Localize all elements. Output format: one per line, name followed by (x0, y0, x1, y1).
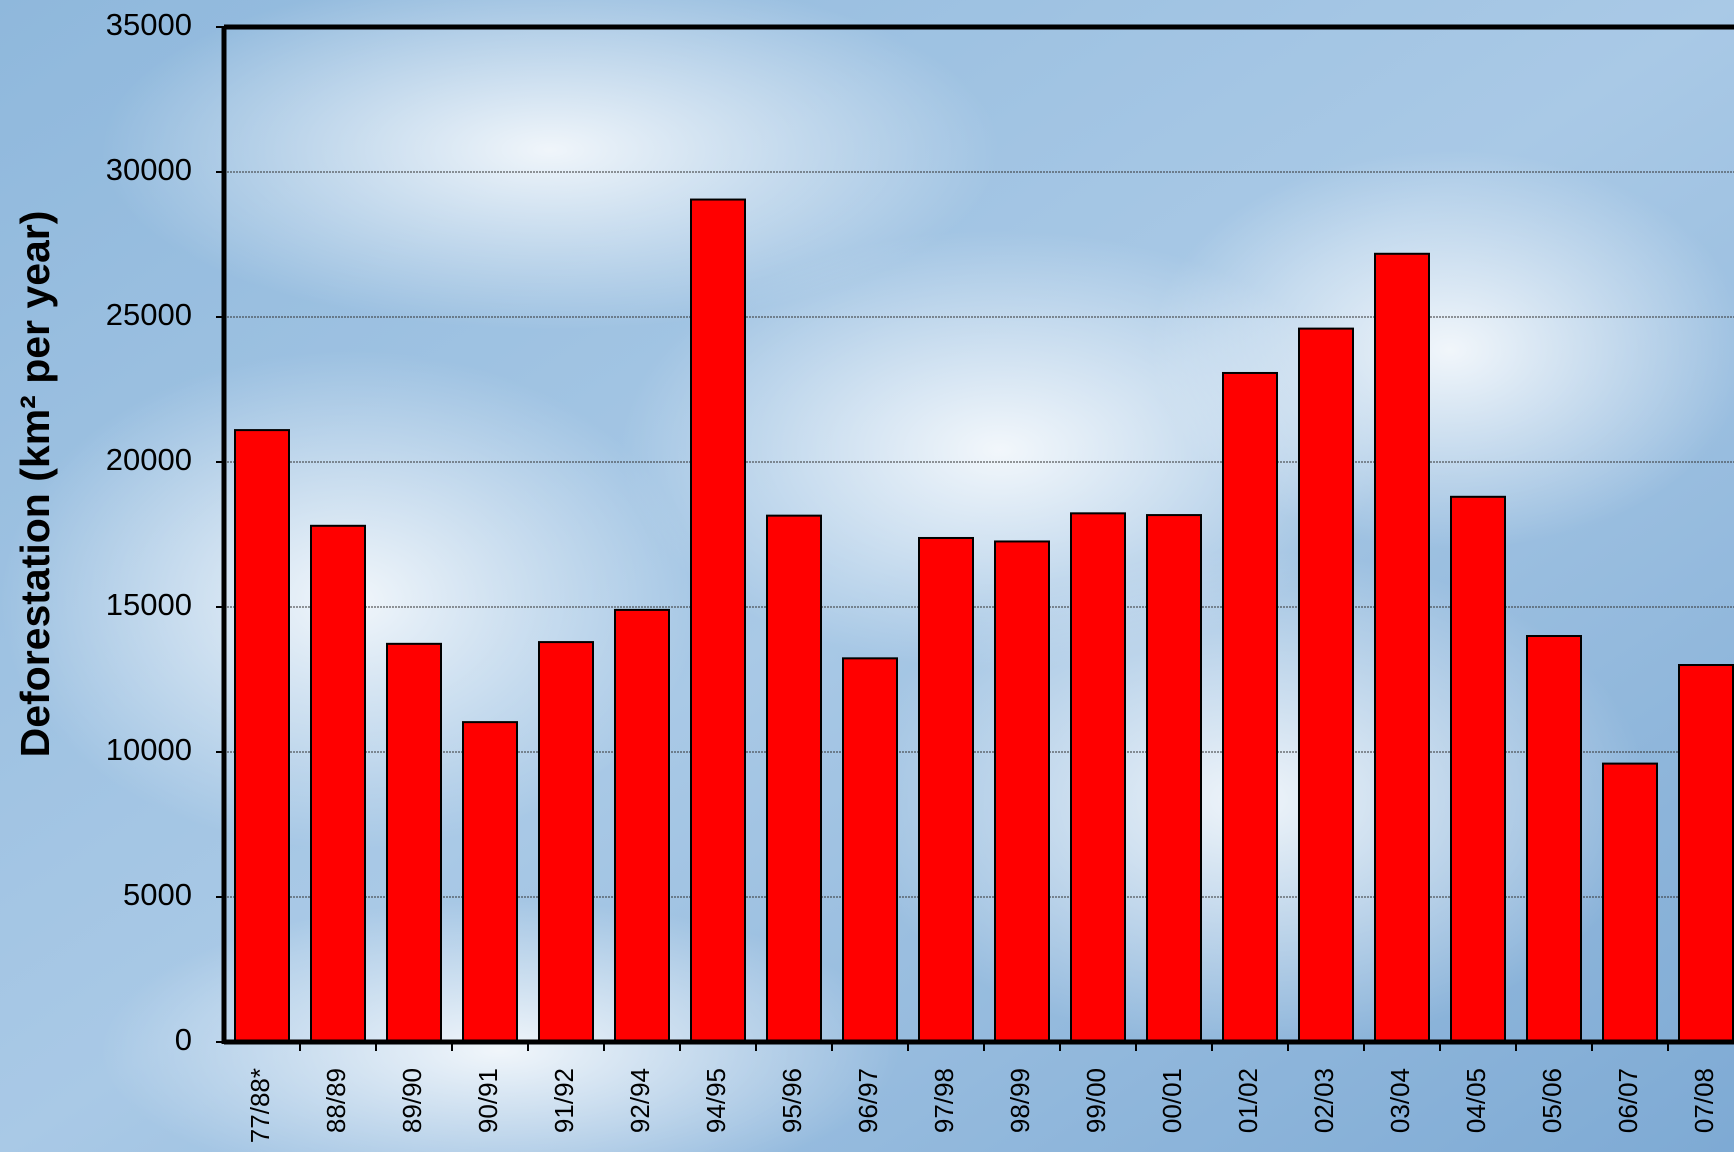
x-tick-label: 00/01 (1157, 1068, 1187, 1133)
x-tick-label: 03/04 (1385, 1068, 1415, 1133)
bar (1678, 664, 1734, 1043)
x-tick-label: 97/98 (929, 1068, 959, 1133)
bar (1298, 327, 1354, 1044)
bar (1526, 635, 1582, 1043)
x-tick-label: 88/89 (321, 1068, 351, 1133)
bar (1070, 512, 1126, 1043)
y-tick-label: 30000 (106, 152, 192, 187)
x-tick-label: 92/94 (625, 1068, 655, 1133)
x-tick-label: 05/06 (1537, 1068, 1567, 1133)
x-tick-label: 06/07 (1613, 1068, 1643, 1133)
bar (310, 524, 366, 1043)
x-tick-label: 77/88* (245, 1068, 275, 1143)
x-tick-label: 94/95 (701, 1068, 731, 1133)
x-tick-label: 90/91 (473, 1068, 503, 1133)
bar (1222, 371, 1278, 1044)
x-tick-label: 98/99 (1005, 1068, 1035, 1133)
y-tick-label: 20000 (106, 442, 192, 477)
bar (1450, 495, 1506, 1043)
x-tick-label: 95/96 (777, 1068, 807, 1133)
y-tick-label: 35000 (106, 7, 192, 42)
bar (538, 641, 594, 1044)
y-tick-label: 25000 (106, 297, 192, 332)
x-tick-label: 99/00 (1081, 1068, 1111, 1133)
x-tick-label: 04/05 (1461, 1068, 1491, 1133)
bar (386, 642, 442, 1044)
bar (1602, 762, 1658, 1043)
bar (234, 429, 290, 1044)
bar (1146, 514, 1202, 1043)
bar (462, 721, 518, 1043)
x-tick-label: 02/03 (1309, 1068, 1339, 1133)
y-tick-label: 15000 (106, 587, 192, 622)
x-tick-label: 91/92 (549, 1068, 579, 1133)
x-tick-label: 01/02 (1233, 1068, 1263, 1133)
x-tick-label: 89/90 (397, 1068, 427, 1133)
x-tick-label: 07/08 (1689, 1068, 1719, 1133)
y-tick-label: 0 (175, 1022, 192, 1057)
y-axis-label: Deforestation (km² per year) (12, 211, 58, 758)
bar (690, 198, 746, 1044)
bar (1374, 252, 1430, 1043)
bar (766, 514, 822, 1043)
bar (842, 657, 898, 1044)
y-tick-label: 5000 (123, 877, 192, 912)
bar (994, 540, 1050, 1044)
bar (918, 536, 974, 1043)
y-tick-label: 10000 (106, 732, 192, 767)
bar (614, 608, 670, 1044)
x-tick-label: 96/97 (853, 1068, 883, 1133)
